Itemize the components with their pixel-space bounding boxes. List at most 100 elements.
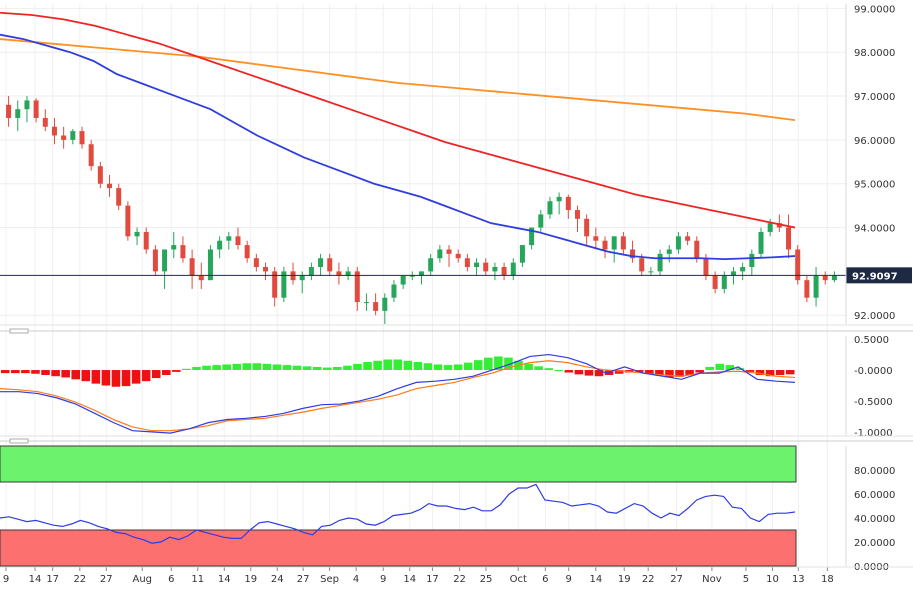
moving-averages <box>0 11 846 276</box>
candle-body <box>740 267 746 272</box>
candle-body <box>574 210 580 219</box>
candle-body <box>492 267 498 272</box>
candle-body <box>584 218 590 237</box>
date-tick-label: 14 <box>589 574 602 585</box>
candle-body <box>400 275 406 285</box>
candle-body <box>363 302 369 304</box>
macd-histogram-bar <box>645 370 654 374</box>
candle-body <box>382 297 388 311</box>
macd-histogram-bar <box>71 370 81 380</box>
macd-tick-label: -0.5000 <box>854 397 893 408</box>
candle-body <box>639 258 645 272</box>
macd-histogram-bar <box>131 370 141 384</box>
macd-histogram-bar <box>41 370 50 375</box>
date-tick-label: 6 <box>168 574 174 585</box>
candle-body <box>152 249 158 272</box>
candle-body <box>198 275 204 281</box>
price-tick-label: 98.0000 <box>854 48 895 59</box>
candle-body <box>767 223 773 232</box>
macd-histogram-bar <box>705 366 714 371</box>
macd-histogram-bar <box>745 370 755 372</box>
macd-histogram-bar <box>534 366 543 371</box>
candle-body <box>657 253 663 272</box>
candle-body <box>116 188 122 206</box>
rsi-tick-label: 60.0000 <box>854 490 895 501</box>
candle-body <box>318 258 324 268</box>
candle-body <box>749 253 755 268</box>
candle-body <box>97 166 103 184</box>
candle-body <box>226 236 232 241</box>
candle-body <box>391 284 397 298</box>
candle-body <box>207 249 213 281</box>
candle-body <box>143 231 149 250</box>
date-tick-label: 27 <box>100 574 113 585</box>
candle-body <box>336 271 342 276</box>
price-tick-label: 97.0000 <box>854 92 895 103</box>
candle-body <box>519 245 525 263</box>
candle-body <box>42 117 48 127</box>
macd-histogram-bar <box>202 365 211 371</box>
date-tick-label: 6 <box>542 574 548 585</box>
candle-body <box>281 271 287 298</box>
candle-body <box>33 100 39 118</box>
oversold-zone <box>0 529 797 567</box>
macd-pane-handle[interactable] <box>0 328 913 334</box>
date-tick-label: 22 <box>453 574 466 585</box>
candle-body <box>437 249 443 259</box>
macd-histogram-bar <box>222 364 231 371</box>
macd-histogram-bar <box>634 370 644 372</box>
candle-body <box>70 131 76 140</box>
price-tick-label: 95.0000 <box>854 180 895 191</box>
macd-histogram-bar <box>1 370 10 374</box>
macd-histogram-bar <box>192 366 201 371</box>
date-tick-label: 17 <box>426 574 439 585</box>
date-tick-label: 14 <box>29 574 42 585</box>
macd-histogram-bar <box>393 359 403 371</box>
candle-body <box>373 302 379 311</box>
candle-body <box>428 258 434 272</box>
macd-histogram-bar <box>564 370 574 373</box>
macd-histogram-bar <box>141 370 151 382</box>
overbought-zone <box>0 445 797 483</box>
candle-body <box>354 271 360 303</box>
candle-body <box>630 249 636 259</box>
macd-line <box>0 353 796 434</box>
candle-body <box>538 214 544 228</box>
candle-body <box>162 249 168 272</box>
macd-histogram-bar <box>81 370 91 382</box>
macd-histogram-bar <box>282 365 292 371</box>
candle-body <box>611 236 617 250</box>
candle-body <box>547 201 553 215</box>
date-tick-label: 5 <box>743 574 749 585</box>
candle-body <box>556 196 562 202</box>
date-tick-label: 9 <box>380 574 386 585</box>
macd-histogram-bar <box>212 365 221 371</box>
macd-histogram-bar <box>453 364 463 371</box>
candle-body <box>235 236 241 246</box>
candle-body <box>730 271 736 276</box>
macd-histogram-bar <box>91 370 101 384</box>
candle-body <box>180 245 186 259</box>
date-tick-label: 22 <box>73 574 86 585</box>
candle-body <box>721 275 727 289</box>
macd-histogram-bar <box>554 370 564 372</box>
date-axis: 9 14 17 22 27 Aug 6 11 14 19 24 27 Sep 4 9 14 17 22 25 Oct 6… <box>3 567 834 585</box>
date-tick-label: 19 <box>244 574 257 585</box>
rsi-pane-handle[interactable] <box>0 438 913 444</box>
macd-histogram-bar <box>735 368 745 371</box>
macd-histogram-bar <box>312 366 322 371</box>
date-tick-label: 9 <box>566 574 572 585</box>
macd-histogram-bar <box>544 368 553 371</box>
macd-histogram-bar <box>675 370 684 377</box>
candle-body <box>694 240 700 259</box>
ma-blue-line <box>0 33 796 261</box>
macd-histogram-bar <box>383 359 392 371</box>
candle-body <box>244 245 250 259</box>
date-tick-label: 24 <box>271 574 284 585</box>
candle-body <box>171 245 177 250</box>
pane-grip-icon <box>9 438 29 444</box>
date-tick-label: 19 <box>618 574 631 585</box>
last-price-label: 92.9097 <box>852 271 898 282</box>
